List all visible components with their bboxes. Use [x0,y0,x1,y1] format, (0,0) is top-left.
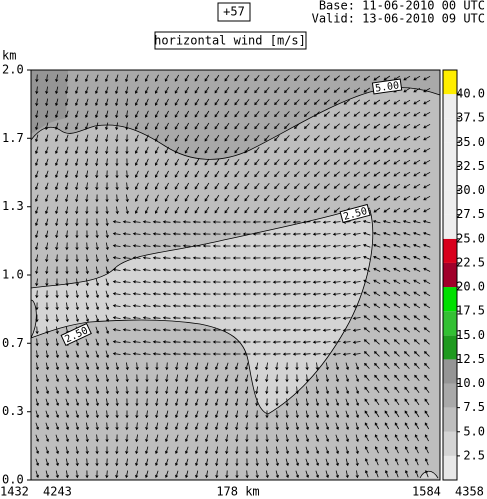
colorbar-segment [443,431,457,456]
colorbar-tick-label: 5.0 [463,424,485,438]
y-tick-label: 0.7 [2,336,24,350]
colorbar-segment [443,238,457,263]
valid-time: Valid: 13-06-2010 09 UTC [312,12,485,26]
label-box [217,2,251,22]
colorbar-segment [443,214,457,239]
colorbar-segment [443,166,457,191]
colorbar-tick-label: 32.5 [456,159,485,173]
x-label: 178 km [216,485,259,499]
colorbar-tick-label: 10.0 [456,376,485,390]
wind-arrows [35,74,431,479]
colorbar-tick-label: 12.5 [456,352,485,366]
colorbar-segment [443,142,457,167]
chart-title: horizontal wind [m/s] [154,34,306,48]
colorbar-tick-label: 37.5 [456,111,485,125]
colorbar-segment [443,287,457,312]
colorbar-tick-label: 27.5 [456,207,485,221]
colorbar-segment [443,359,457,384]
x-label: 4243 [43,485,72,499]
colorbar-segment [443,262,457,288]
colorbar-segment [443,118,457,143]
y-tick-label: 1.3 [2,199,24,213]
plot-area: 5.00 2.50 2.50 [30,69,441,481]
colorbar-segment [443,70,457,95]
colorbar-tick-label: 20.0 [456,280,485,294]
contour-label-box [60,322,92,347]
base-time: Base: 11-06-2010 00 UTC [319,0,485,13]
x-label: 4358 [455,485,484,499]
colorbar-tick-label: 40.0 [456,87,485,101]
label-box-text: +57 [223,5,245,19]
colorbar-segment [443,335,457,360]
contour-label-box [371,78,403,95]
colorbar-tick-label: 30.0 [456,183,485,197]
colorbar-tick-label: 25.0 [456,231,485,245]
contour-region [31,70,68,134]
y-tick-label: 0.0 [2,473,24,487]
colorbar-tick-label: 22.5 [456,255,485,269]
colorbar-tick-label: 17.5 [456,304,485,318]
colorbar-tick-label: 15.0 [456,328,485,342]
y-tick-label: 0.3 [2,404,24,418]
contour-label-box [339,203,371,224]
y-tick-label: 1.7 [2,131,24,145]
colorbar-tick-label: 2.5 [463,448,485,462]
y-tick-label: 2.0 [2,63,24,77]
colorbar-segment [443,94,457,119]
y-axis-label: km [2,49,16,63]
colorbar-frame [442,69,458,481]
colorbar-tick-label: 7.5 [463,400,485,414]
colorbar-segment [443,190,457,215]
colorbar-segment [443,455,457,480]
x-label: 1432 [0,485,29,499]
contour-label: 5.00 [375,80,400,94]
colorbar-tick-label: 35.0 [456,135,485,149]
title-box [154,31,307,50]
contour-region [419,470,439,479]
y-tick-label: 1.0 [2,268,24,282]
colorbar-segment [443,407,457,432]
colorbar-segment [443,311,457,336]
colorbar-segment [443,383,457,408]
x-label: 1584 [412,485,441,499]
